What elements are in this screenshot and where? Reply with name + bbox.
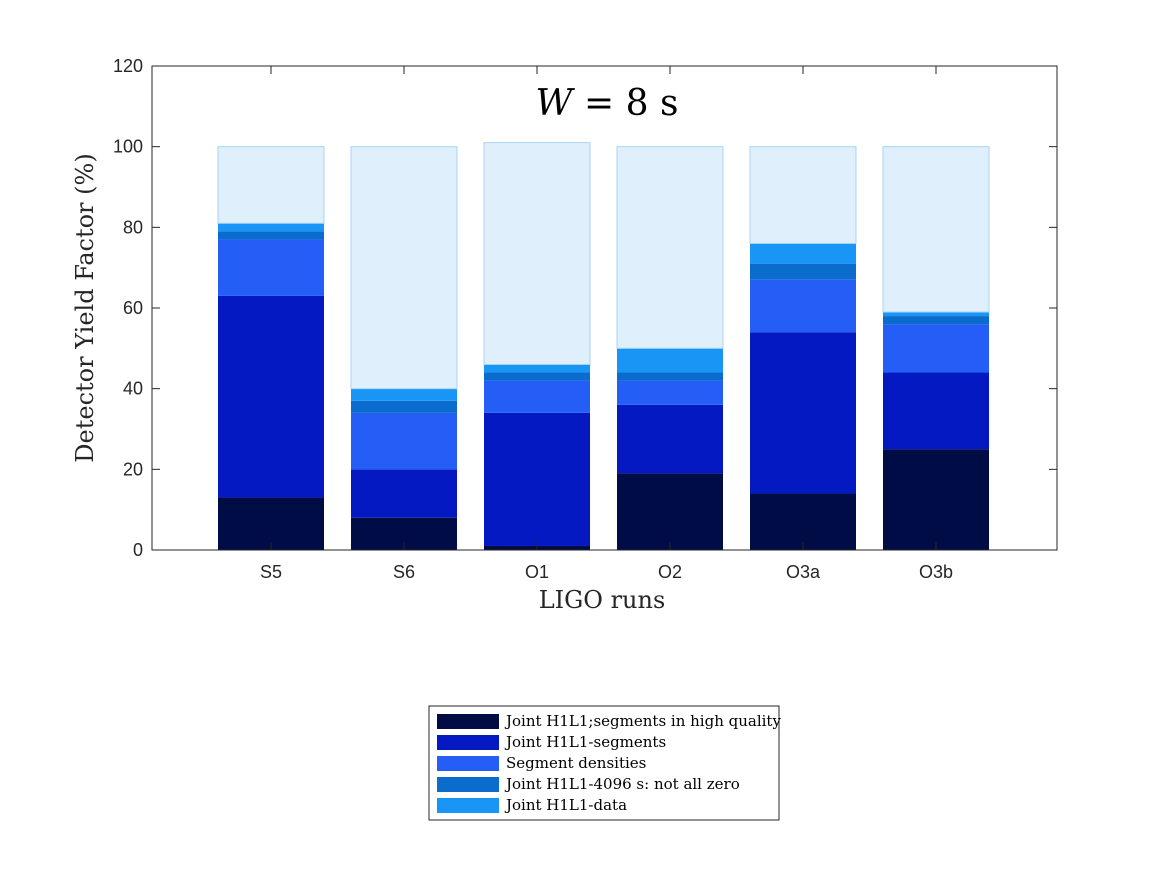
bar-s5-series-5 [218, 223, 324, 232]
legend-label-1: Joint H1L1;segments in high quality [504, 712, 781, 730]
x-tick-label-s5: S5 [260, 562, 282, 582]
bar-o3b-series-1 [883, 449, 989, 550]
bar-s6-series-6 [350, 146, 458, 390]
x-tick-label-o3a: O3a [786, 562, 821, 582]
bar-s6-series-5 [351, 388, 457, 401]
bar-o2-series-1 [617, 473, 723, 550]
bar-o3a-series-4 [750, 263, 856, 280]
bar-o2-series-6 [616, 146, 724, 349]
bar-o1-series-2 [484, 412, 590, 546]
y-tick-label: 20 [123, 459, 143, 479]
legend-label-5: Joint H1L1-data [504, 796, 627, 814]
y-tick-label: 80 [123, 217, 143, 237]
x-axis-label: LIGO runs [539, 586, 666, 614]
y-tick-label: 40 [123, 379, 143, 399]
x-tick-label-o3b: O3b [919, 562, 953, 582]
y-axis-label: Detector Yield Factor (%) [71, 153, 99, 462]
bar-o2-series-5 [617, 348, 723, 373]
y-tick-label: 0 [133, 540, 143, 560]
bars-group [217, 142, 990, 550]
y-tick-label: 100 [113, 137, 143, 157]
legend-label-2: Joint H1L1-segments [504, 733, 666, 751]
bar-o3a-series-6 [749, 146, 857, 244]
legend-swatch-2 [437, 735, 499, 750]
bar-o3b-series-2 [883, 372, 989, 450]
x-tick-label-o2: O2 [658, 562, 682, 582]
bar-o1-series-3 [484, 380, 590, 413]
bar-o3a-series-2 [750, 332, 856, 494]
bar-o3a-series-5 [750, 243, 856, 264]
bar-o2-series-3 [617, 380, 723, 405]
legend: Joint H1L1;segments in high quality Joint… [428, 705, 781, 821]
bar-s6-series-3 [351, 412, 457, 470]
bar-o1-series-5 [484, 364, 590, 373]
bar-s5-series-2 [218, 295, 324, 498]
x-tick-label-o1: O1 [525, 562, 549, 582]
legend-swatch-3 [437, 756, 499, 771]
bar-o2-series-2 [617, 404, 723, 474]
x-axis: S5 S6 O1 O2 O3a O3b [260, 66, 953, 582]
bar-o1-series-6 [483, 142, 591, 365]
bar-o3b-series-3 [883, 324, 989, 373]
bar-s5-series-6 [217, 146, 325, 224]
bar-s5-series-1 [218, 497, 324, 550]
bar-o3a-series-3 [750, 279, 856, 333]
legend-swatch-5 [437, 798, 499, 813]
bar-o3b-series-6 [882, 146, 990, 313]
bar-s5-series-3 [218, 239, 324, 296]
bar-o3a-series-1 [750, 493, 856, 550]
legend-swatch-1 [437, 714, 499, 729]
bar-o2-series-4 [617, 372, 723, 381]
x-tick-label-s6: S6 [393, 562, 415, 582]
bar-o3b-series-4 [883, 316, 989, 325]
bar-s5-series-4 [218, 231, 324, 240]
bar-s6-series-2 [351, 469, 457, 518]
bar-o3b-series-5 [883, 312, 989, 317]
bar-o1-series-4 [484, 372, 590, 381]
y-tick-label: 60 [123, 298, 143, 318]
legend-label-4: Joint H1L1-4096 s: not all zero [504, 775, 740, 793]
legend-label-3: Segment densities [506, 754, 646, 772]
y-axis: 0 20 40 60 80 100 120 [113, 56, 1057, 560]
chart-title: W = 8 s [536, 83, 679, 124]
legend-swatch-4 [437, 777, 499, 792]
y-tick-label: 120 [113, 56, 143, 76]
bar-s6-series-4 [351, 400, 457, 413]
